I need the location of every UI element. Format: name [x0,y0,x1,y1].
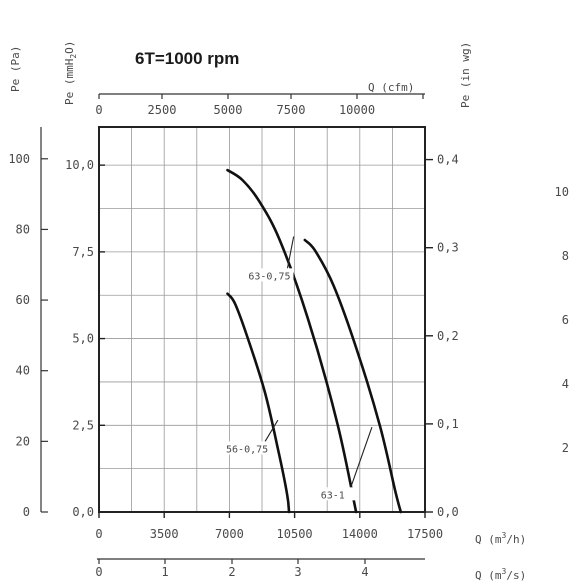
outer-scale-label: 4 [562,377,569,391]
curve-63-0,75 [226,168,358,514]
annotation-leader [286,236,295,269]
pa-tick-label: 60 [16,293,30,307]
mmh2o-tick-label: 2,5 [72,418,94,432]
pa-tick-label: 40 [16,364,30,378]
curve-63-1 [303,238,403,514]
m3h-tick-label: 0 [95,527,102,541]
m3h-tick-label: 14000 [342,527,378,541]
outer-scale-label: 2 [562,441,569,455]
cfm-tick-label: 10000 [339,103,375,117]
inwg-tick-label: 0,2 [437,329,459,343]
m3s-tick-label: 2 [228,565,235,579]
m3h-tick-label: 10500 [277,527,313,541]
m3h-axis-label: Q (m3/h) [475,531,526,546]
mmh2o-tick-label: 10,0 [65,158,94,172]
inwg-tick-label: 0,3 [437,241,459,255]
annotation-bg [310,487,357,501]
mmh2o-axis-label: Pe (mmH2O) [63,41,78,105]
m3h-tick-label: 7000 [215,527,244,541]
mmh2o-tick-label: 7,5 [72,245,94,259]
annotation-label: 63-0,75 [248,271,290,282]
annotation-leader [264,419,279,442]
outer-scale-label: 10 [555,185,569,199]
cfm-tick-label: 0 [95,103,102,117]
curve-56-0,75 [226,292,291,514]
cfm-axis-label: Q (cfm) [368,81,414,94]
chart-series [226,168,403,514]
chart-title: 6T=1000 rpm [135,49,239,68]
annotation-bg [225,441,272,455]
plot-frame [98,126,426,513]
m3s-tick-label: 0 [95,565,102,579]
m3h-tick-label: 17500 [407,527,443,541]
mmh2o-tick-label: 0,0 [72,505,94,519]
annotation-leader [350,427,373,488]
m3s-tick-label: 4 [361,565,368,579]
pa-tick-label: 0 [23,505,30,519]
cfm-tick-label: 2500 [148,103,177,117]
outer-scale-label: 8 [562,249,569,263]
m3s-tick-label: 3 [294,565,301,579]
inwg-axis-label: Pe (in wg) [459,42,472,108]
annotation-bg [247,268,294,282]
inwg-tick-label: 0,1 [437,417,459,431]
mmh2o-tick-label: 5,0 [72,332,94,346]
chart-annotations: 63-0,75 56-0,75 63-1 [225,236,373,501]
chart-grid [99,127,425,512]
pa-tick-label: 100 [8,152,30,166]
annotation-label: 56-0,75 [226,444,268,455]
cfm-tick-label: 7500 [277,103,306,117]
pa-axis-label: Pe (Pa) [9,46,22,92]
pa-tick-label: 20 [16,434,30,448]
m3s-tick-label: 1 [161,565,168,579]
pa-tick-label: 80 [16,222,30,236]
cfm-tick-label: 5000 [214,103,243,117]
inwg-tick-label: 0,4 [437,153,459,167]
m3h-tick-label: 3500 [150,527,179,541]
annotation-label: 63-1 [321,490,345,501]
m3s-axis-label: Q (m3/s) [475,567,526,582]
inwg-tick-label: 0,0 [437,505,459,519]
outer-scale-label: 6 [562,313,569,327]
